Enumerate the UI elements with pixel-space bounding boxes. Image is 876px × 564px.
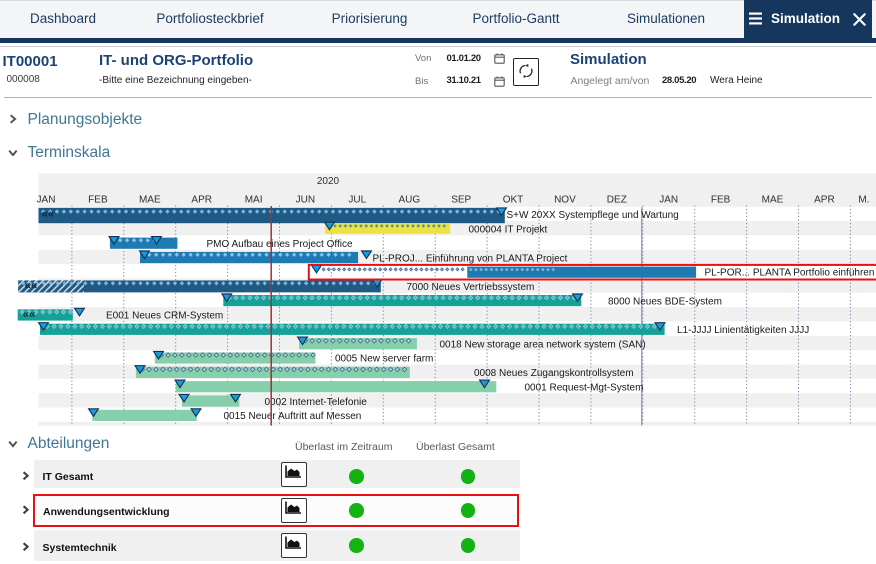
- svg-text:JAN: JAN: [659, 194, 678, 205]
- svg-text:FEB: FEB: [711, 194, 731, 205]
- svg-text:JAN: JAN: [37, 194, 56, 205]
- svg-text:APR: APR: [191, 194, 212, 205]
- svg-text:0001 Request-Mgt-System: 0001 Request-Mgt-System: [525, 382, 644, 393]
- svg-text:7000 Neues Vertriebssystem: 7000 Neues Vertriebssystem: [407, 282, 535, 293]
- svg-text:APR: APR: [814, 194, 835, 205]
- svg-text:««: ««: [25, 280, 38, 292]
- svg-text:MAE: MAE: [139, 194, 161, 205]
- svg-text:S+W 20XX Systempflege und War: S+W 20XX Systempflege und Wartung: [507, 210, 679, 221]
- svg-text:NOV: NOV: [554, 194, 576, 205]
- svg-text:M.: M.: [858, 194, 869, 205]
- svg-text:FEB: FEB: [88, 194, 108, 205]
- svg-text:0002 Internet-Telefonie: 0002 Internet-Telefonie: [265, 397, 368, 408]
- svg-text:««: ««: [23, 309, 36, 321]
- svg-text:OKT: OKT: [503, 194, 524, 205]
- svg-text:««: ««: [42, 208, 55, 220]
- svg-text:PL-PROJ... Einführung von PLA: PL-PROJ... Einführung von PLANTA Project: [373, 253, 568, 264]
- svg-text:SEP: SEP: [451, 194, 471, 205]
- svg-text:AUG: AUG: [398, 194, 420, 205]
- svg-text:2020: 2020: [317, 176, 340, 187]
- svg-text:DEZ: DEZ: [607, 194, 627, 205]
- svg-text:8000 Neues BDE-System: 8000 Neues BDE-System: [608, 296, 722, 307]
- svg-text:MAE: MAE: [762, 194, 784, 205]
- svg-text:0008 Neues Zugangskontrollsys: 0008 Neues Zugangskontrollsystem: [474, 368, 634, 379]
- svg-text:0005 New server farm: 0005 New server farm: [335, 354, 433, 365]
- svg-text:0015 Neuer Auftritt auf Messe: 0015 Neuer Auftritt auf Messen: [224, 411, 362, 422]
- svg-text:L1-JJJJ Linientätigkeiten JJJ: L1-JJJJ Linientätigkeiten JJJJ: [677, 325, 809, 336]
- svg-text:E001 Neues CRM-System: E001 Neues CRM-System: [106, 311, 223, 322]
- svg-text:0018 New storage area network: 0018 New storage area network system (SA…: [440, 339, 646, 350]
- svg-text:PL-POR... PLANTA Portfolio ei: PL-POR... PLANTA Portfolio einführen: [705, 268, 875, 279]
- svg-text:MAI: MAI: [245, 194, 263, 205]
- svg-text:JUL: JUL: [348, 194, 366, 205]
- svg-text:JUN: JUN: [296, 194, 315, 205]
- svg-text:000004 IT Projekt: 000004 IT Projekt: [469, 225, 548, 236]
- svg-text:PMO Aufbau eines Project Offi: PMO Aufbau eines Project Office: [207, 239, 353, 250]
